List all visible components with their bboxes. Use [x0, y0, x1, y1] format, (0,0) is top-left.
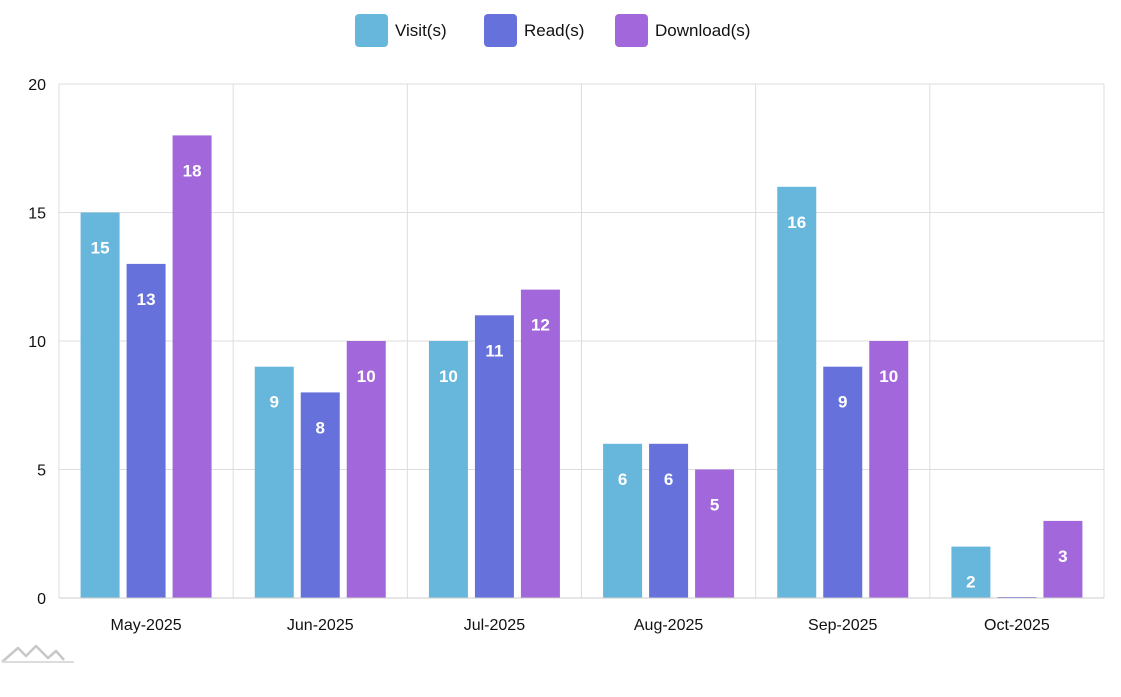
bar-value-label: 5 [710, 496, 719, 515]
bar-downloads-may-2025[interactable] [172, 135, 212, 598]
bar-reads-may-2025[interactable] [126, 263, 166, 598]
bar-downloads-oct-2025[interactable] [1043, 520, 1083, 598]
x-tick-label: Sep-2025 [808, 617, 877, 634]
chart-logo-icon [1, 644, 74, 663]
bar-value-label: 15 [91, 239, 110, 258]
bar-visits-aug-2025[interactable] [603, 443, 643, 598]
x-axis: May-2025 Jun-2025 Jul-2025 Aug-2025 Sep-2025… [59, 597, 1104, 634]
bar-reads-jul-2025[interactable] [474, 315, 514, 598]
y-tick-label: 10 [28, 334, 46, 351]
bar-downloads-aug-2025[interactable] [695, 469, 735, 599]
bar-downloads-sep-2025[interactable] [869, 341, 909, 598]
bars [80, 135, 1083, 599]
x-tick-label: Jun-2025 [287, 617, 354, 634]
x-tick-label: Jul-2025 [464, 617, 525, 634]
bar-value-label: 9 [270, 393, 279, 412]
bar-value-label: 12 [531, 316, 550, 335]
bar-downloads-jul-2025[interactable] [520, 289, 560, 598]
legend-swatch [484, 14, 517, 47]
bar-visits-jun-2025[interactable] [254, 366, 294, 598]
bar-reads-aug-2025[interactable] [649, 443, 689, 598]
bar-value-label: 6 [664, 470, 673, 489]
bar-value-label: 10 [357, 367, 376, 386]
legend-label: Visit(s) [395, 21, 447, 40]
y-tick-label: 15 [28, 206, 46, 223]
legend-swatch [355, 14, 388, 47]
bar-value-label: 10 [879, 367, 898, 386]
x-tick-label: May-2025 [111, 617, 182, 634]
grid [58, 83, 1105, 599]
bar-value-label: 2 [966, 573, 975, 592]
bar-value-label: 16 [787, 213, 806, 232]
legend-item-downloads[interactable]: Download(s) [615, 14, 750, 47]
legend-item-reads[interactable]: Read(s) [484, 14, 584, 47]
bar-value-label: 10 [439, 367, 458, 386]
bar-value-label: 3 [1058, 547, 1067, 566]
legend-item-visits[interactable]: Visit(s) [355, 14, 447, 47]
x-tick-label: Oct-2025 [984, 617, 1050, 634]
bar-value-label: 13 [137, 290, 156, 309]
bar-reads-sep-2025[interactable] [823, 366, 863, 598]
x-tick-label: Aug-2025 [634, 617, 703, 634]
bar-value-label: 9 [838, 393, 847, 412]
bar-visits-may-2025[interactable] [80, 212, 120, 599]
y-tick-label: 0 [37, 591, 46, 608]
data-labels: 15 13 18 9 8 10 10 11 12 6 6 5 16 9 10 2 3 [91, 161, 1068, 591]
y-tick-label: 5 [37, 463, 46, 480]
bar-value-label: 11 [485, 341, 503, 360]
bar-visits-jul-2025[interactable] [428, 341, 468, 598]
legend: Visit(s) Read(s) Download(s) [355, 14, 750, 47]
y-axis: 0 5 10 15 20 [28, 77, 46, 608]
bar-visits-sep-2025[interactable] [777, 186, 817, 599]
bar-value-label: 18 [183, 161, 202, 180]
bar-value-label: 8 [316, 418, 325, 437]
y-tick-label: 20 [28, 77, 46, 94]
bar-value-label: 6 [618, 470, 627, 489]
bar-reads-jun-2025[interactable] [300, 392, 340, 598]
legend-label: Download(s) [655, 21, 750, 40]
legend-label: Read(s) [524, 21, 584, 40]
bar-visits-oct-2025[interactable] [951, 546, 991, 598]
bar-downloads-jun-2025[interactable] [346, 341, 386, 598]
legend-swatch [615, 14, 648, 47]
